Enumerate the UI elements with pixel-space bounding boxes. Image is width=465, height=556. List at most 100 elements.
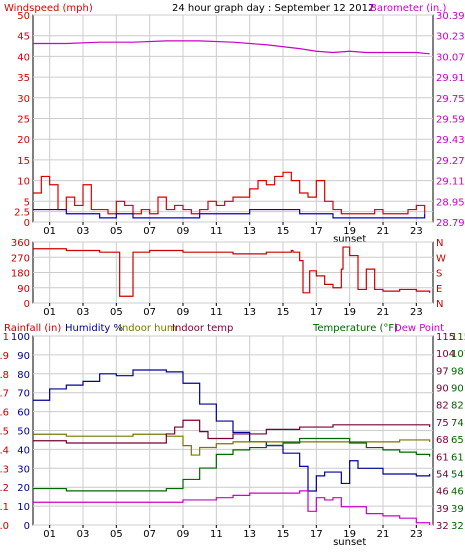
x-tick-label: 21 <box>377 226 390 237</box>
x-tick-label: 17 <box>310 307 323 318</box>
temp-tick-label: 32 <box>451 521 464 532</box>
x-tick-label: 15 <box>277 307 290 318</box>
indoor-temp-tick-label: 75 <box>436 418 449 429</box>
series-line <box>33 171 426 215</box>
series-line <box>33 40 430 55</box>
series-line <box>33 433 431 456</box>
x-tick-label: 21 <box>377 307 390 318</box>
y-tick-label: 40 <box>17 52 30 63</box>
series-line <box>33 208 426 219</box>
rain-tick-label: 0.8 <box>0 370 9 381</box>
temp-tick-label: 54 <box>451 469 464 480</box>
windspeed-label: Windspeed (mph) <box>4 3 93 14</box>
series-line <box>33 419 431 444</box>
x-tick-label: 07 <box>143 226 156 237</box>
compass-label: S <box>436 269 442 280</box>
compass-label: E <box>436 284 442 295</box>
y-tick-label: 5 <box>24 197 30 208</box>
sunset-marker: sunset <box>333 537 366 548</box>
indoor-hum-label: Indoor hum <box>119 323 177 334</box>
temp-tick-label: 39 <box>451 504 464 515</box>
series-line <box>33 437 431 492</box>
x-tick-label: 15 <box>277 226 290 237</box>
x-tick-label: 17 <box>310 529 323 540</box>
humidity-tick-label: 40 <box>17 445 30 456</box>
indoor-temp-tick-label: 68 <box>436 435 449 446</box>
indoor-temp-tick-label: 82 <box>436 401 449 412</box>
series-line <box>33 246 431 297</box>
temp-tick-label: 90 <box>451 384 464 395</box>
temperature-label: Temperature (°F) <box>312 323 398 334</box>
y-tick-label: 20 <box>17 135 30 146</box>
y-tick-label: 270 <box>11 253 30 264</box>
compass-label: W <box>436 253 446 264</box>
indoor-temp-tick-label: 104 <box>436 349 455 360</box>
temp-tick-label: 74 <box>451 418 464 429</box>
x-tick-label: 19 <box>343 307 356 318</box>
y-tick-label: 360 <box>11 238 30 249</box>
x-tick-label: 11 <box>210 529 223 540</box>
compass-label: N <box>436 299 443 310</box>
temp-tick-label: 98 <box>451 366 464 377</box>
y-tick-label: 29.27 <box>436 156 465 167</box>
y-tick-label: 180 <box>11 269 30 280</box>
temp-tick-label: 46 <box>451 487 464 498</box>
y-tick-label: 0 <box>24 299 30 310</box>
x-tick-label: 13 <box>243 307 256 318</box>
x-tick-label: 21 <box>377 529 390 540</box>
humidity-tick-label: 10 <box>17 502 30 513</box>
sunset-marker: sunset <box>333 234 366 245</box>
humidity-tick-label: 0 <box>24 521 30 532</box>
x-tick-label: 23 <box>410 529 423 540</box>
x-tick-label: 11 <box>210 307 223 318</box>
humidity-tick-label: 100 <box>11 332 30 343</box>
x-tick-label: 07 <box>143 529 156 540</box>
y-tick-label: 15 <box>17 156 30 167</box>
humidity-tick-label: 60 <box>17 408 30 419</box>
x-tick-label: 15 <box>277 529 290 540</box>
y-tick-label: 29.91 <box>436 73 465 84</box>
y-tick-label: 10 <box>17 177 30 188</box>
y-tick-label: 30 <box>17 94 30 105</box>
rain-tick-label: 0.3 <box>0 464 9 475</box>
x-tick-label: 07 <box>143 307 156 318</box>
barometer-label: Barometer (in.) <box>370 3 446 14</box>
y-tick-label: 30.07 <box>436 52 465 63</box>
indoor-temp-label: Indoor temp <box>172 323 233 334</box>
dew-point-label: Dew Point <box>394 323 444 334</box>
rain-tick-label: 0.6 <box>0 408 9 419</box>
rain-tick-label: 0.9 <box>0 351 9 362</box>
y-tick-label: 0 <box>24 218 30 229</box>
y-tick-label: 30.23 <box>436 32 465 43</box>
indoor-temp-tick-label: 54 <box>436 469 449 480</box>
y-tick-label: 35 <box>17 73 30 84</box>
x-tick-label: 13 <box>243 226 256 237</box>
y-tick-label: 29.59 <box>436 115 465 126</box>
x-tick-label: 17 <box>310 226 323 237</box>
y-tick-label: 45 <box>17 32 30 43</box>
rain-tick-label: 0.4 <box>0 445 9 456</box>
x-tick-label: 03 <box>77 307 90 318</box>
x-tick-label: 09 <box>177 307 190 318</box>
indoor-temp-tick-label: 61 <box>436 452 449 463</box>
y-tick-label: 50 <box>17 11 30 22</box>
y-tick-label: 28.95 <box>436 197 465 208</box>
humidity-tick-label: 50 <box>17 427 30 438</box>
humidity-tick-label: 30 <box>17 464 30 475</box>
x-tick-label: 05 <box>110 529 123 540</box>
x-tick-label: 19 <box>343 226 356 237</box>
x-tick-label: 09 <box>177 226 190 237</box>
humidity-tick-label: 80 <box>17 370 30 381</box>
y-tick-label: 90 <box>17 284 30 295</box>
x-tick-label: 23 <box>410 226 423 237</box>
y-tick-label: 29.43 <box>436 135 465 146</box>
x-tick-label: 01 <box>43 226 56 237</box>
humidity-tick-label: 90 <box>17 351 30 362</box>
rain-tick-label: 0.2 <box>0 483 9 494</box>
y-tick-label: 29.11 <box>436 177 465 188</box>
indoor-temp-tick-label: 39 <box>436 504 449 515</box>
temp-tick-label: 61 <box>451 452 464 463</box>
humidity-tick-label: 20 <box>17 483 30 494</box>
graph-title: 24 hour graph day : September 12 2012 <box>172 3 374 14</box>
